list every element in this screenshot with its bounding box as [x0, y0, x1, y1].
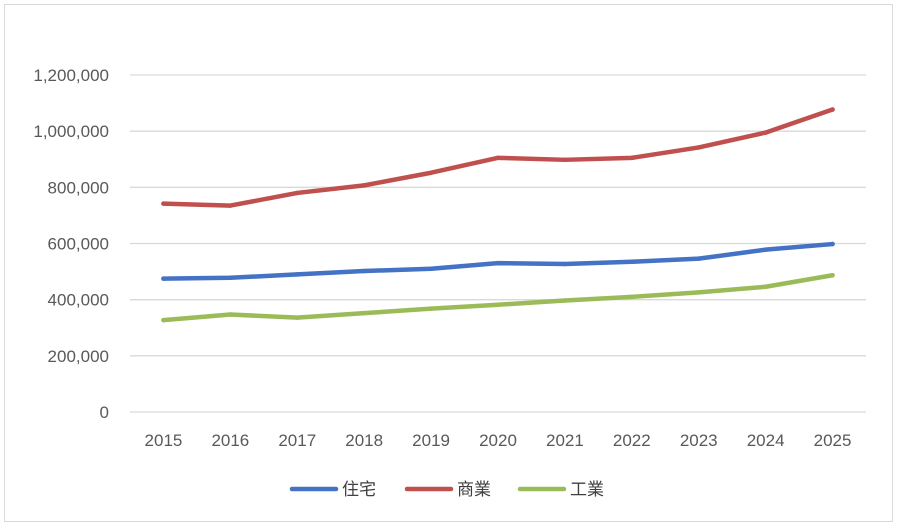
y-axis: 0 200,000 400,000 600,000 800,000 1,000,000 1,…	[33, 66, 109, 422]
data-point	[161, 201, 166, 206]
x-axis: 2015 2016 2017 2018 2019 2020 2021 2022 2023 2024…	[145, 431, 852, 450]
data-point	[495, 260, 501, 266]
x-tick-label: 2019	[412, 431, 450, 450]
data-point	[763, 130, 768, 135]
data-point	[830, 241, 835, 247]
y-tick-label: 1,200,000	[33, 66, 109, 85]
y-tick-label: 200,000	[48, 347, 109, 366]
data-point	[562, 298, 568, 303]
y-tick-label: 600,000	[48, 235, 109, 254]
data-point	[228, 203, 233, 208]
data-point	[428, 170, 434, 175]
x-tick-label: 2017	[278, 431, 316, 450]
x-tick-label: 2016	[211, 431, 249, 450]
data-point	[830, 272, 835, 278]
data-point	[629, 259, 635, 265]
data-point	[696, 290, 701, 295]
data-point	[763, 247, 768, 252]
data-point	[361, 310, 367, 316]
x-tick-label: 2020	[479, 431, 517, 450]
data-point	[228, 312, 233, 317]
y-tick-label: 400,000	[48, 291, 109, 310]
x-tick-label: 2018	[345, 431, 383, 450]
data-point	[295, 190, 300, 196]
x-tick-label: 2024	[747, 431, 785, 450]
data-point	[161, 276, 166, 281]
data-point	[629, 294, 635, 300]
x-tick-label: 2021	[546, 431, 584, 450]
data-point	[763, 284, 768, 289]
data-point	[295, 315, 300, 320]
data-point	[361, 183, 367, 188]
plot-area	[161, 107, 835, 323]
x-tick-label: 2015	[145, 431, 183, 450]
gridlines	[130, 74, 866, 413]
data-point	[696, 145, 701, 150]
data-point	[495, 155, 501, 161]
legend-label: 工業	[570, 480, 604, 500]
data-point	[629, 155, 635, 161]
y-tick-label: 1,000,000	[33, 122, 109, 141]
data-point	[428, 306, 434, 311]
data-point	[361, 268, 367, 274]
data-point	[161, 317, 166, 323]
x-tick-label: 2022	[613, 431, 651, 450]
x-tick-label: 2025	[814, 431, 852, 450]
y-tick-label: 0	[100, 403, 109, 422]
data-point	[830, 107, 835, 112]
series-line	[161, 272, 835, 323]
legend-label: 商業	[457, 480, 491, 500]
data-point	[495, 302, 501, 307]
data-point	[696, 256, 701, 261]
data-point	[562, 157, 568, 163]
data-point	[228, 275, 233, 281]
legend: 住宅 商業 工業	[289, 480, 604, 500]
data-point	[428, 266, 434, 272]
x-tick-label: 2023	[680, 431, 718, 450]
data-point	[295, 272, 300, 277]
y-tick-label: 800,000	[48, 178, 109, 197]
data-point	[562, 261, 568, 267]
chart-area	[4, 4, 893, 522]
legend-label: 住宅	[342, 480, 376, 500]
